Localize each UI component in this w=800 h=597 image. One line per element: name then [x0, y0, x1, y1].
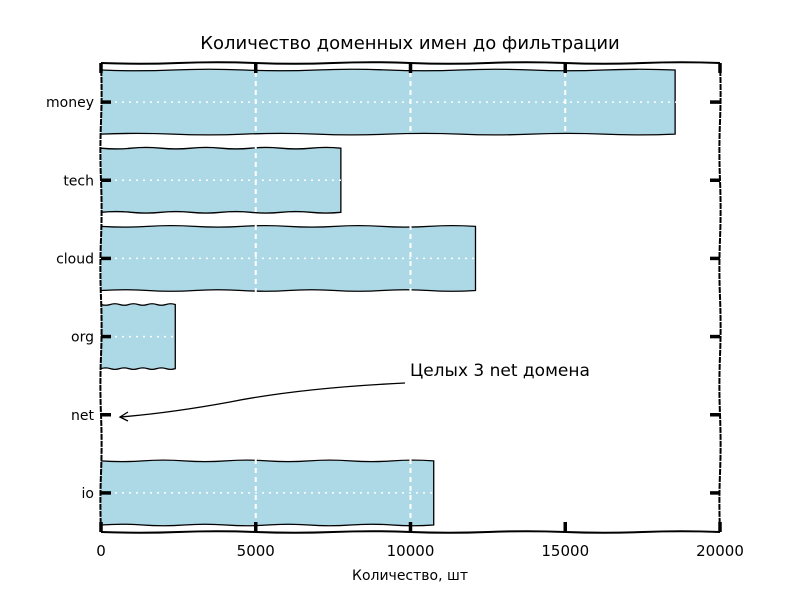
y-tick-label-cloud: cloud: [56, 251, 94, 267]
chart-title: Количество доменных имен до фильтрации: [200, 33, 620, 54]
x-tick-label-20000: 20000: [696, 542, 744, 560]
y-tick-label-org: org: [71, 330, 94, 346]
x-tick-label-10000: 10000: [387, 542, 435, 560]
y-tick-label-money: money: [46, 95, 94, 111]
x-tick-label-0: 0: [96, 542, 106, 560]
y-tick-label-tech: tech: [63, 173, 94, 189]
bar-outline-io: [100, 459, 435, 527]
bar-io: [101, 460, 434, 525]
annotation-arrow: [119, 382, 406, 418]
y-tick-label-net: net: [71, 408, 94, 424]
bar-outline-cloud: [100, 224, 477, 292]
axis-right: [718, 62, 722, 533]
bar-outline-org: [100, 303, 176, 371]
arrow-head-icon: [118, 411, 129, 422]
axis-left: [99, 62, 103, 533]
annotation-net: Целых 3 net домена: [410, 361, 590, 381]
x-axis-label: Количество, шт: [352, 568, 468, 584]
x-tick-label-15000: 15000: [541, 542, 589, 560]
y-tick-label-io: io: [82, 486, 94, 502]
bar-cloud: [101, 226, 476, 291]
x-tick-label-5000: 5000: [237, 542, 275, 560]
bar-org: [101, 304, 176, 369]
